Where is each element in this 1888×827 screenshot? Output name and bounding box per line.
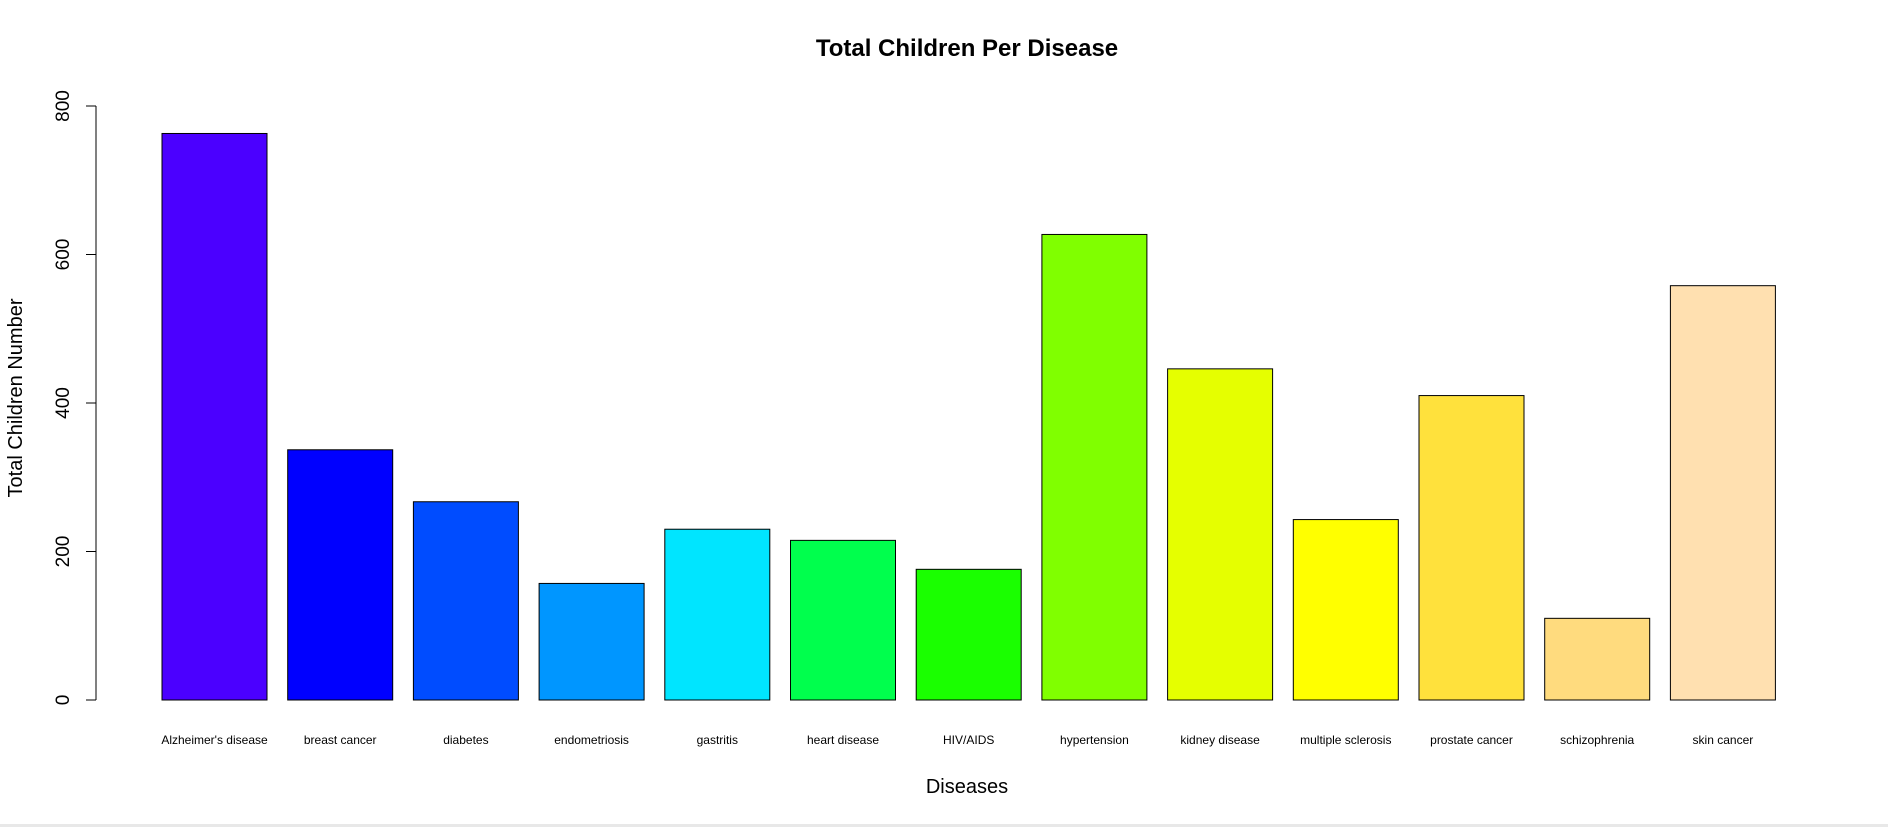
- y-tick-label: 400: [53, 387, 74, 419]
- bar: [915, 568, 1022, 701]
- x-tick-label: breast cancer: [304, 733, 377, 747]
- bar: [1418, 395, 1525, 701]
- bar: [1041, 233, 1148, 701]
- x-tick-label: HIV/AIDS: [943, 733, 994, 747]
- x-tick-label: Alzheimer's disease: [161, 733, 268, 747]
- bar: [790, 539, 896, 701]
- x-tick-label: diabetes: [443, 733, 488, 747]
- x-tick-label: multiple sclerosis: [1300, 733, 1391, 747]
- bar: [161, 132, 268, 701]
- bar: [1544, 617, 1651, 701]
- bar: [1292, 519, 1399, 701]
- y-tick-label: 200: [53, 536, 74, 568]
- x-axis-label: Diseases: [926, 776, 1008, 798]
- bar: [1669, 285, 1776, 701]
- y-tick-label: 800: [53, 90, 74, 122]
- bar: [664, 528, 771, 701]
- y-axis-label: Total Children Number: [5, 298, 27, 497]
- bottom-divider: [0, 824, 1888, 827]
- y-axis-ticks: 0 200 400 600 800: [53, 90, 96, 705]
- x-tick-label: gastritis: [697, 733, 738, 747]
- chart-title: Total Children Per Disease: [816, 35, 1118, 62]
- bar: [287, 449, 394, 701]
- y-tick-label: 600: [53, 239, 74, 271]
- x-tick-label: endometriosis: [554, 733, 629, 747]
- bar: [1167, 368, 1274, 701]
- x-tick-label: hypertension: [1060, 733, 1129, 747]
- bar: [412, 501, 519, 701]
- y-tick-label: 0: [53, 695, 74, 706]
- bar: [538, 582, 645, 701]
- x-tick-label: skin cancer: [1693, 733, 1754, 747]
- x-tick-label: kidney disease: [1180, 733, 1260, 747]
- x-tick-label: heart disease: [807, 733, 879, 747]
- bars: [161, 132, 1776, 701]
- x-tick-label: prostate cancer: [1430, 733, 1513, 747]
- x-axis-tick-labels: Alzheimer's disease breast cancer diabetes…: [161, 733, 1753, 747]
- x-tick-label: schizophrenia: [1560, 733, 1634, 747]
